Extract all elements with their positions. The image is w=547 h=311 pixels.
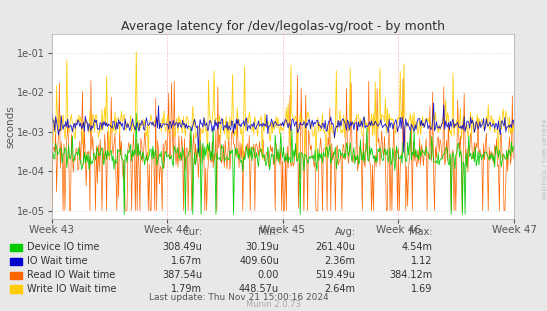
- Text: 409.60u: 409.60u: [239, 256, 279, 266]
- Text: Device IO time: Device IO time: [27, 242, 100, 252]
- Text: 2.64m: 2.64m: [324, 284, 356, 294]
- Text: 1.79m: 1.79m: [171, 284, 202, 294]
- Text: RRDTOOL / TOBI OETIKER: RRDTOOL / TOBI OETIKER: [543, 118, 547, 199]
- Text: 519.49u: 519.49u: [316, 270, 356, 280]
- Text: Avg:: Avg:: [334, 227, 356, 237]
- Text: 1.67m: 1.67m: [171, 256, 202, 266]
- Text: 448.57u: 448.57u: [239, 284, 279, 294]
- Text: Min:: Min:: [258, 227, 279, 237]
- Text: Max:: Max:: [409, 227, 432, 237]
- Text: Last update: Thu Nov 21 15:00:16 2024: Last update: Thu Nov 21 15:00:16 2024: [149, 293, 328, 302]
- Text: 4.54m: 4.54m: [401, 242, 432, 252]
- Text: 384.12m: 384.12m: [389, 270, 432, 280]
- Y-axis label: seconds: seconds: [5, 105, 16, 148]
- Text: Munin 2.0.73: Munin 2.0.73: [246, 300, 301, 309]
- Text: 30.19u: 30.19u: [245, 242, 279, 252]
- Text: 308.49u: 308.49u: [162, 242, 202, 252]
- Text: Cur:: Cur:: [182, 227, 202, 237]
- Text: Read IO Wait time: Read IO Wait time: [27, 270, 115, 280]
- Text: Write IO Wait time: Write IO Wait time: [27, 284, 117, 294]
- Text: 0.00: 0.00: [258, 270, 279, 280]
- Text: 2.36m: 2.36m: [324, 256, 356, 266]
- Text: 1.69: 1.69: [411, 284, 432, 294]
- Title: Average latency for /dev/legolas-vg/root - by month: Average latency for /dev/legolas-vg/root…: [121, 20, 445, 33]
- Text: 261.40u: 261.40u: [316, 242, 356, 252]
- Text: 1.12: 1.12: [411, 256, 432, 266]
- Text: IO Wait time: IO Wait time: [27, 256, 88, 266]
- Text: 387.54u: 387.54u: [162, 270, 202, 280]
